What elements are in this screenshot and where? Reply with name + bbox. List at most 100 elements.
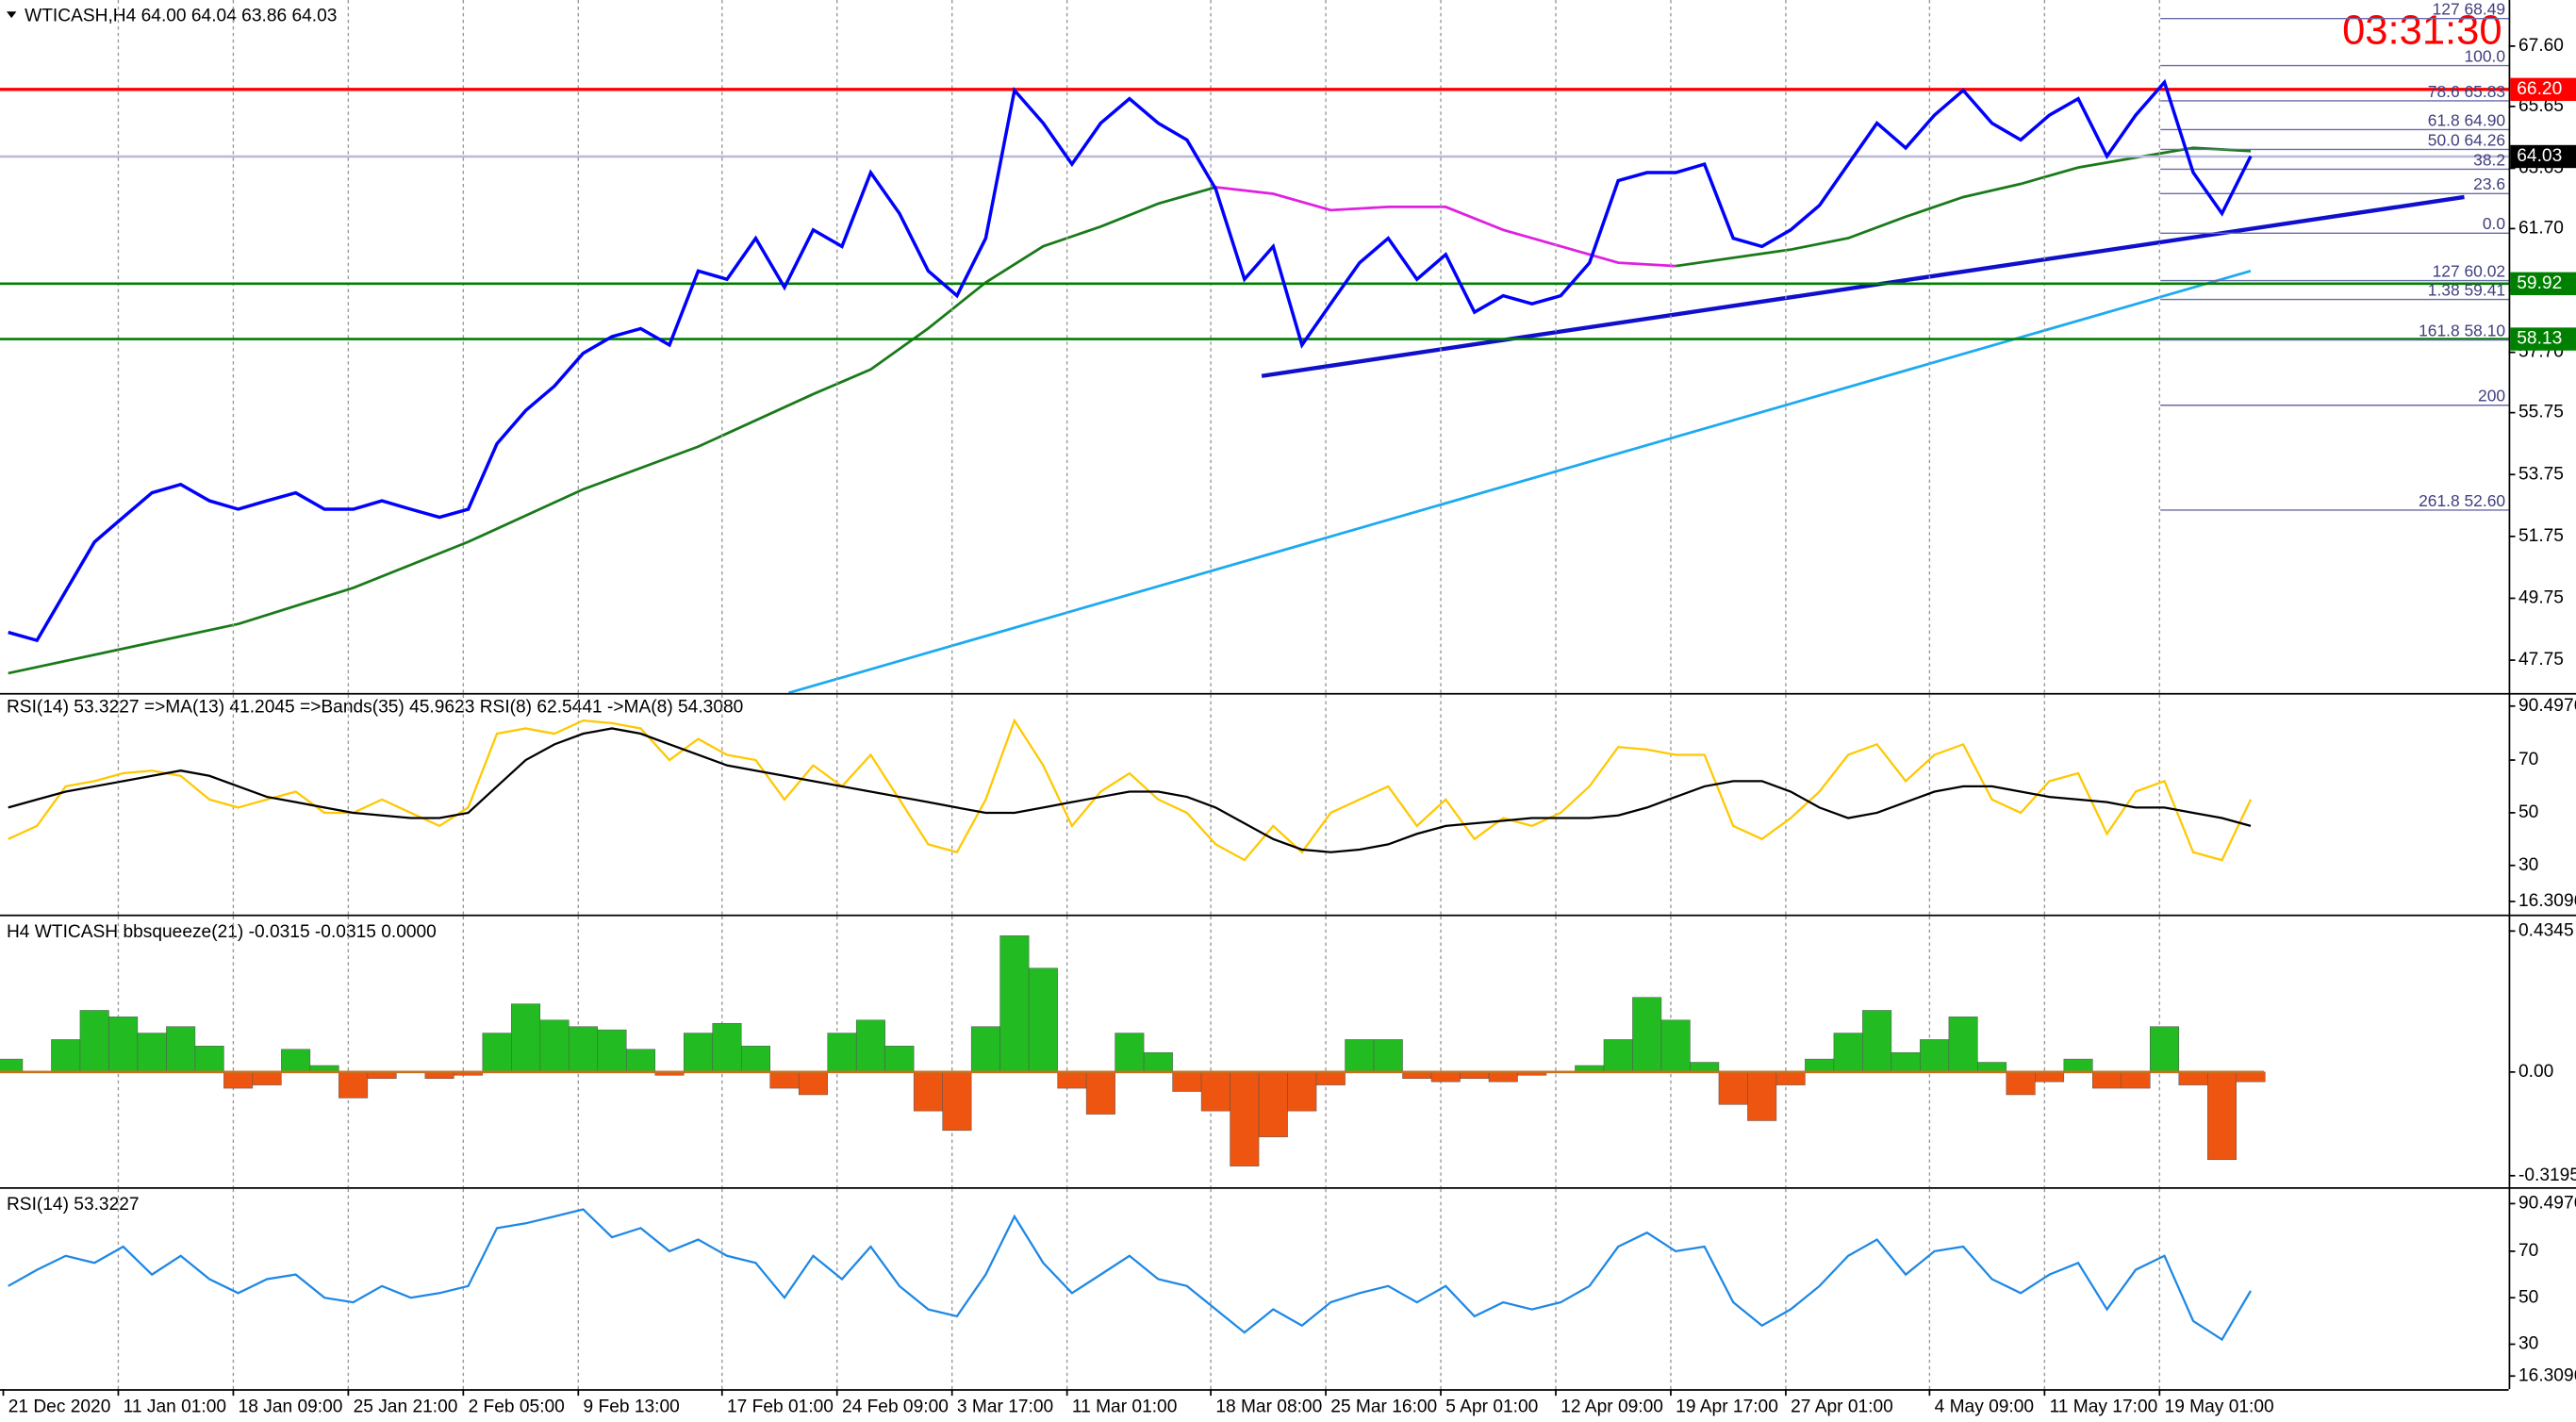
histogram-bar: [913, 1071, 943, 1112]
histogram-bar: [51, 1039, 81, 1073]
fib-label: 23.6: [2473, 174, 2505, 193]
histogram-bar: [1805, 1058, 1835, 1073]
histogram-bar: [281, 1049, 311, 1073]
fib-label: 50.0 64.26: [2428, 130, 2505, 149]
histogram-bar: [2236, 1071, 2266, 1083]
fib-label: 127 68.49: [2433, 0, 2505, 19]
histogram-bar: [1345, 1039, 1375, 1073]
price-label-box: [2510, 144, 2576, 169]
y-tick-label: 90.4976: [2518, 696, 2576, 716]
histogram-bar: [1315, 1071, 1346, 1085]
histogram-bar: [2035, 1071, 2065, 1083]
histogram-bar: [1143, 1051, 1173, 1073]
histogram-bar: [223, 1071, 254, 1089]
histogram-bar: [683, 1033, 714, 1073]
x-tick-label: 24 Feb 09:00: [842, 1397, 949, 1416]
price-label-box: [2510, 272, 2576, 296]
histogram-bar: [1085, 1071, 1115, 1115]
histogram-bar: [1287, 1071, 1317, 1112]
y-tick-label: 70: [2518, 750, 2538, 769]
fib-label: 78.6 65.83: [2428, 82, 2505, 101]
histogram-bar: [999, 935, 1030, 1073]
moving-average-segment: [1215, 186, 1676, 268]
fib-label: 0.0: [2483, 214, 2505, 233]
x-tick-label: 21 Dec 2020: [8, 1397, 111, 1416]
price-label-box: [2510, 77, 2576, 101]
y-tick-label: 53.75: [2518, 464, 2564, 484]
y-tick-label: 70: [2518, 1241, 2538, 1261]
histogram-bar: [769, 1071, 800, 1089]
series-line: [8, 78, 2253, 643]
y-tick-label: 55.75: [2518, 403, 2564, 422]
long-moving-average: [787, 269, 2252, 695]
x-tick-label: 17 Feb 01:00: [727, 1397, 834, 1416]
fib-label: 161.8 58.10: [2419, 321, 2505, 339]
histogram-bar: [569, 1026, 599, 1073]
y-tick-label: 49.75: [2518, 588, 2564, 608]
histogram-bar: [1115, 1033, 1145, 1073]
fib-label: 1.38 59.41: [2428, 280, 2505, 299]
fib-label: 127 60.02: [2433, 261, 2505, 280]
y-tick-label: 50: [2518, 1287, 2538, 1307]
series-line: [8, 718, 2253, 862]
histogram-bar: [740, 1046, 770, 1073]
price-label: 64.03: [2517, 146, 2562, 166]
fib-label: 200: [2478, 387, 2505, 405]
histogram-bar: [970, 1026, 1000, 1073]
histogram-bar: [798, 1071, 828, 1096]
histogram-bar: [2121, 1071, 2151, 1089]
histogram-bar: [339, 1071, 369, 1099]
histogram-bar: [1660, 1019, 1691, 1073]
countdown-timer: 03:31:30: [2342, 8, 2502, 53]
histogram-bar: [1258, 1071, 1288, 1137]
histogram-bar: [1862, 1010, 1892, 1073]
histogram-bar: [2150, 1026, 2180, 1073]
histogram-bar: [79, 1010, 109, 1073]
histogram-bar: [1230, 1071, 1260, 1166]
price-label: 58.13: [2517, 329, 2562, 349]
x-tick-label: 19 May 01:00: [2165, 1397, 2274, 1416]
histogram-bar: [626, 1049, 656, 1073]
histogram-bar: [108, 1017, 139, 1073]
histogram-bar: [482, 1033, 512, 1073]
histogram-bar: [1977, 1062, 2007, 1073]
histogram-bar: [712, 1022, 742, 1073]
y-tick-label: 51.75: [2518, 526, 2564, 546]
histogram-bar: [884, 1046, 915, 1073]
y-tick-label: 0.00: [2518, 1062, 2553, 1082]
histogram-bar: [1200, 1071, 1230, 1112]
histogram-bar: [137, 1033, 167, 1073]
fib-label: 61.8 64.90: [2428, 110, 2505, 129]
histogram-bar: [1948, 1017, 1978, 1073]
pane-title: H4 WTICASH bbsqueeze(21) -0.0315 -0.0315…: [7, 922, 437, 942]
trendline: [1261, 194, 2465, 378]
fib-label: 38.2: [2473, 150, 2505, 169]
y-tick-label: 47.75: [2518, 650, 2564, 670]
pane-title: RSI(14) 53.3227: [7, 1195, 140, 1215]
x-tick-label: 25 Jan 21:00: [354, 1397, 458, 1416]
series-line: [8, 1208, 2252, 1342]
y-tick-label: 30: [2518, 855, 2538, 875]
y-tick-label: 61.70: [2518, 218, 2564, 238]
histogram-bar: [1057, 1071, 1087, 1089]
histogram-bar: [1747, 1071, 1777, 1121]
x-tick-label: 9 Feb 13:00: [584, 1397, 680, 1416]
x-tick-label: 11 Mar 01:00: [1072, 1397, 1178, 1416]
x-tick-label: 11 May 17:00: [2050, 1397, 2158, 1416]
histogram-bar: [1028, 967, 1058, 1073]
x-tick-label: 12 Apr 09:00: [1560, 1397, 1663, 1416]
histogram-bar: [1775, 1071, 1806, 1085]
histogram-bar: [1603, 1039, 1633, 1073]
histogram-bar: [539, 1019, 570, 1073]
histogram-bar: [1891, 1051, 1921, 1073]
menu-triangle[interactable]: [6, 11, 17, 19]
histogram-bar: [827, 1033, 857, 1073]
histogram-bar: [1920, 1039, 1950, 1073]
y-tick-label: 50: [2518, 802, 2538, 822]
series-line: [8, 727, 2252, 853]
histogram-bar: [1718, 1071, 1748, 1105]
x-tick-label: 25 Mar 16:00: [1330, 1397, 1437, 1416]
histogram-bar: [2006, 1071, 2036, 1096]
